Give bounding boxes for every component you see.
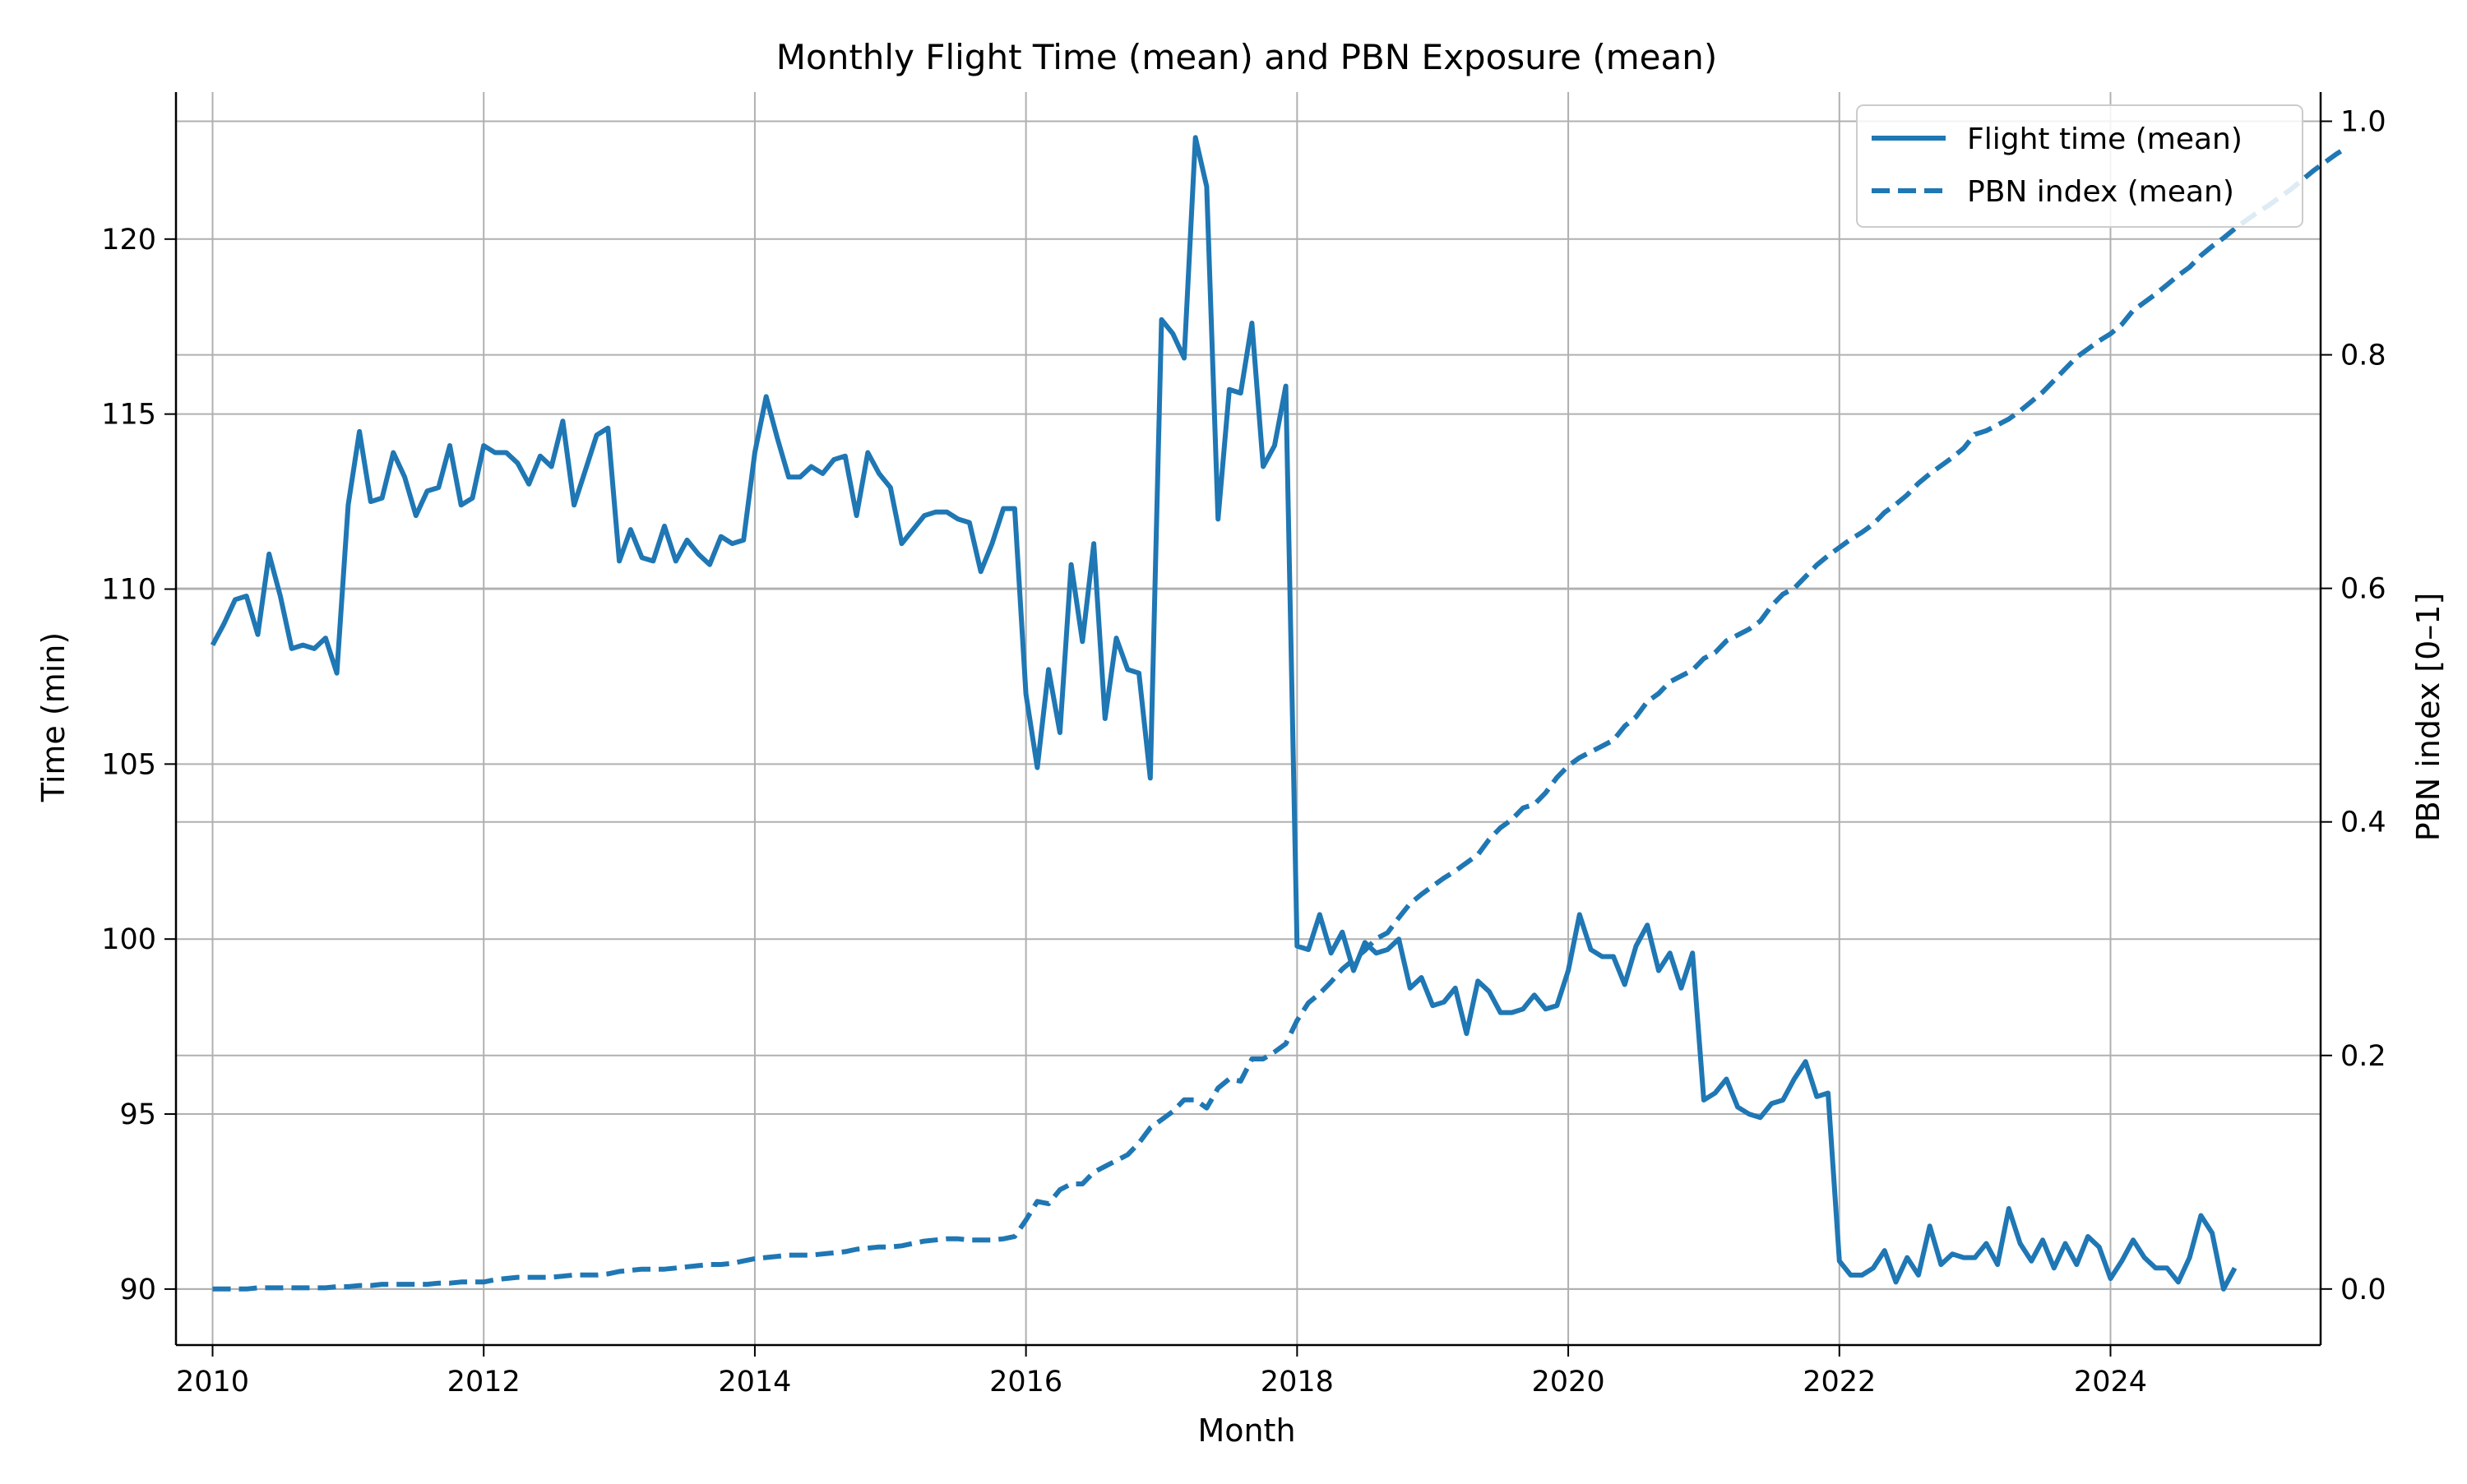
y-tick-label-right: 0.4: [2340, 807, 2386, 839]
x-tick-label: 2012: [447, 1366, 521, 1398]
axes-layer: [174, 92, 2322, 1347]
legend: Flight time (mean) PBN index (mean): [1856, 104, 2303, 228]
y-axis-label-right: PBN index [0–1]: [2410, 593, 2446, 842]
y-tick-label-right: 0.6: [2340, 573, 2386, 606]
y-tick-label-left: 90: [119, 1274, 156, 1306]
x-tick-label: 2016: [989, 1366, 1062, 1398]
grid-layer: [176, 92, 2321, 1345]
y-tick-label-left: 120: [101, 224, 156, 257]
y-tick-label-left: 105: [101, 748, 156, 781]
y-axis-label-left: Time (min): [35, 632, 72, 802]
x-tick-label: 2020: [1532, 1366, 1605, 1398]
series-line-pbn-index: [212, 145, 2349, 1292]
y-tick-label-right: 1.0: [2340, 106, 2386, 139]
x-tick-label: 2024: [2074, 1366, 2147, 1398]
x-tick-label: 2010: [176, 1366, 249, 1398]
y-tick-label-left: 100: [101, 923, 156, 956]
y-tick-label-left: 110: [101, 573, 156, 606]
y-tick-label-left: 115: [101, 399, 156, 432]
y-tick-label-right: 0.8: [2340, 340, 2386, 372]
x-tick-label: 2018: [1261, 1366, 1334, 1398]
series-layer: [210, 135, 2349, 1292]
ticks-layer: 2010 2012 2014 2016 2018 2020 2022 2024 90 95 100 1…: [101, 106, 2386, 1398]
chart-title: Monthly Flight Time (mean) and PBN Expos…: [776, 37, 1717, 77]
x-tick-label: 2022: [1803, 1366, 1876, 1398]
legend-label-flight-time: Flight time (mean): [1967, 123, 2243, 156]
legend-frame: [1856, 104, 2303, 228]
x-tick-label: 2014: [718, 1366, 791, 1398]
y-tick-label-right: 0.2: [2340, 1040, 2386, 1073]
x-axis-label: Month: [1197, 1412, 1295, 1449]
series-line-flight-time: [210, 135, 2238, 1292]
y-tick-label-left: 95: [119, 1098, 156, 1131]
legend-label-pbn-index: PBN index (mean): [1967, 175, 2234, 209]
y-tick-label-right: 0.0: [2340, 1274, 2386, 1306]
